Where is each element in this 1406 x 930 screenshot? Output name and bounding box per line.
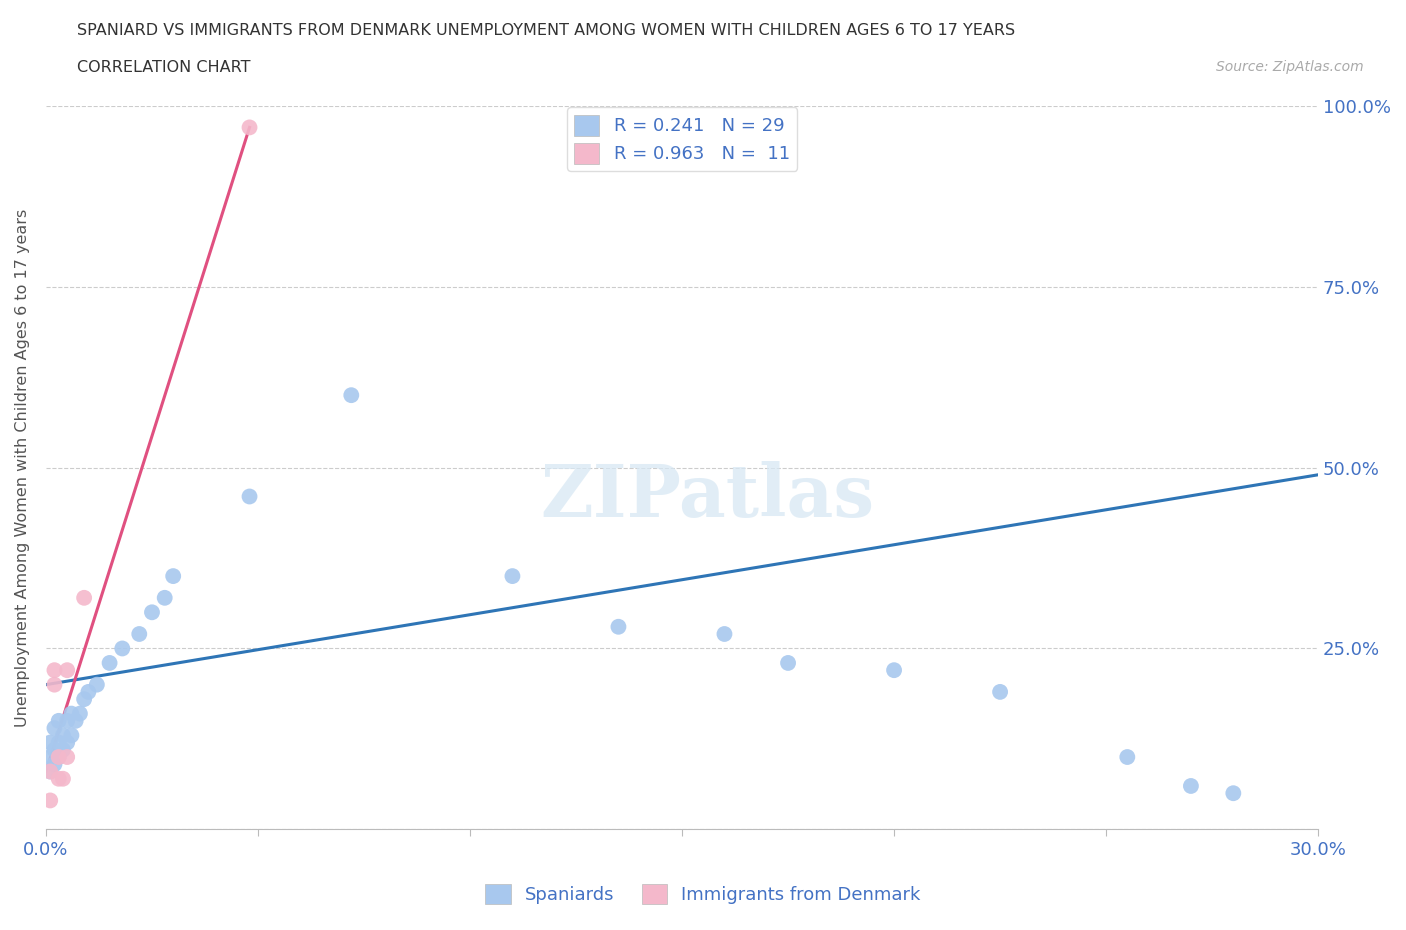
Point — [73, 692, 96, 707]
Point — [48, 713, 70, 728]
Point — [778, 656, 800, 671]
Point — [162, 568, 184, 583]
Point — [48, 750, 70, 764]
Point — [153, 591, 176, 605]
Point — [39, 793, 62, 808]
Point — [60, 728, 83, 743]
Point — [238, 120, 260, 135]
Text: ZIPatlas: ZIPatlas — [540, 461, 875, 532]
Legend: Spaniards, Immigrants from Denmark: Spaniards, Immigrants from Denmark — [478, 876, 928, 911]
Point — [56, 735, 79, 750]
Point — [69, 706, 91, 721]
Point — [56, 713, 79, 728]
Point — [56, 750, 79, 764]
Y-axis label: Unemployment Among Women with Children Ages 6 to 17 years: Unemployment Among Women with Children A… — [15, 208, 30, 726]
Point — [56, 663, 79, 678]
Point — [86, 677, 108, 692]
Point — [52, 771, 75, 786]
Text: Source: ZipAtlas.com: Source: ZipAtlas.com — [1216, 60, 1364, 74]
Point — [44, 677, 66, 692]
Point — [48, 735, 70, 750]
Point — [1222, 786, 1244, 801]
Point — [39, 764, 62, 779]
Point — [141, 604, 163, 619]
Point — [883, 663, 905, 678]
Point — [1180, 778, 1202, 793]
Point — [77, 684, 100, 699]
Point — [128, 627, 150, 642]
Point — [48, 750, 70, 764]
Point — [713, 627, 735, 642]
Point — [98, 656, 121, 671]
Point — [39, 750, 62, 764]
Point — [60, 706, 83, 721]
Point — [44, 721, 66, 736]
Point — [44, 757, 66, 772]
Point — [607, 619, 630, 634]
Point — [44, 663, 66, 678]
Text: CORRELATION CHART: CORRELATION CHART — [77, 60, 250, 75]
Point — [52, 742, 75, 757]
Point — [1116, 750, 1139, 764]
Point — [39, 764, 62, 779]
Point — [52, 728, 75, 743]
Point — [111, 641, 134, 656]
Point — [238, 489, 260, 504]
Point — [39, 735, 62, 750]
Text: SPANIARD VS IMMIGRANTS FROM DENMARK UNEMPLOYMENT AMONG WOMEN WITH CHILDREN AGES : SPANIARD VS IMMIGRANTS FROM DENMARK UNEM… — [77, 23, 1015, 38]
Point — [988, 684, 1011, 699]
Point — [48, 771, 70, 786]
Point — [44, 742, 66, 757]
Point — [65, 713, 87, 728]
Point — [340, 388, 363, 403]
Point — [501, 568, 523, 583]
Point — [73, 591, 96, 605]
Legend: R = 0.241   N = 29, R = 0.963   N =  11: R = 0.241 N = 29, R = 0.963 N = 11 — [567, 108, 797, 171]
